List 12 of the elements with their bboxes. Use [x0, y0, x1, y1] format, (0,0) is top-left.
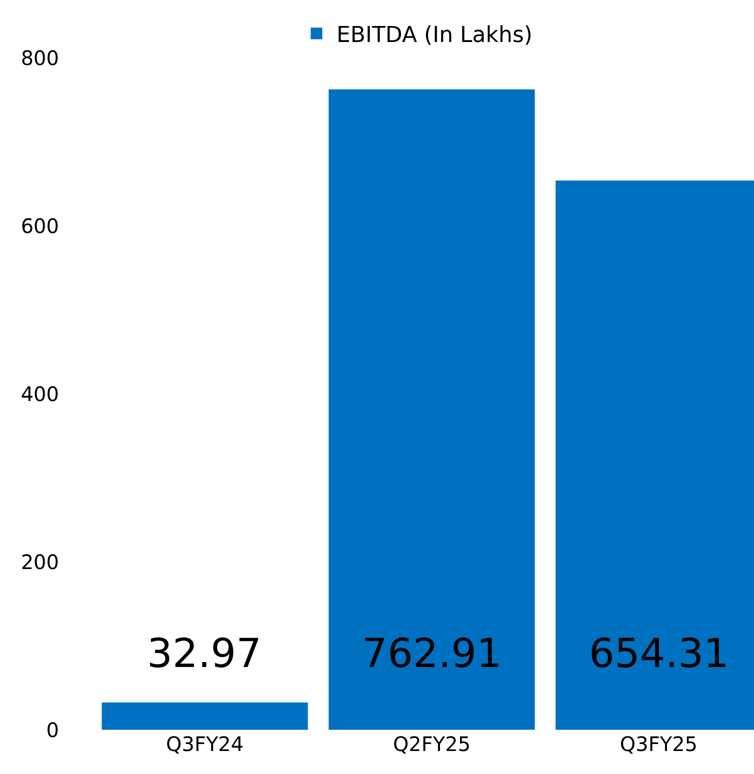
x-tick-label: Q3FY24	[166, 732, 244, 756]
data-label: 654.31	[589, 631, 729, 677]
y-tick-label: 600	[20, 214, 59, 238]
legend-label: EBITDA (In Lakhs)	[336, 23, 532, 48]
data-label: 32.97	[147, 631, 262, 677]
data-label: 762.91	[362, 631, 502, 677]
y-tick-label: 400	[20, 382, 59, 406]
x-tick-label: Q3FY25	[620, 732, 698, 756]
y-tick-label: 800	[20, 46, 59, 70]
y-tick-label: 0	[46, 718, 59, 742]
y-tick-label: 200	[20, 550, 59, 574]
x-tick-label: Q2FY25	[392, 732, 471, 756]
